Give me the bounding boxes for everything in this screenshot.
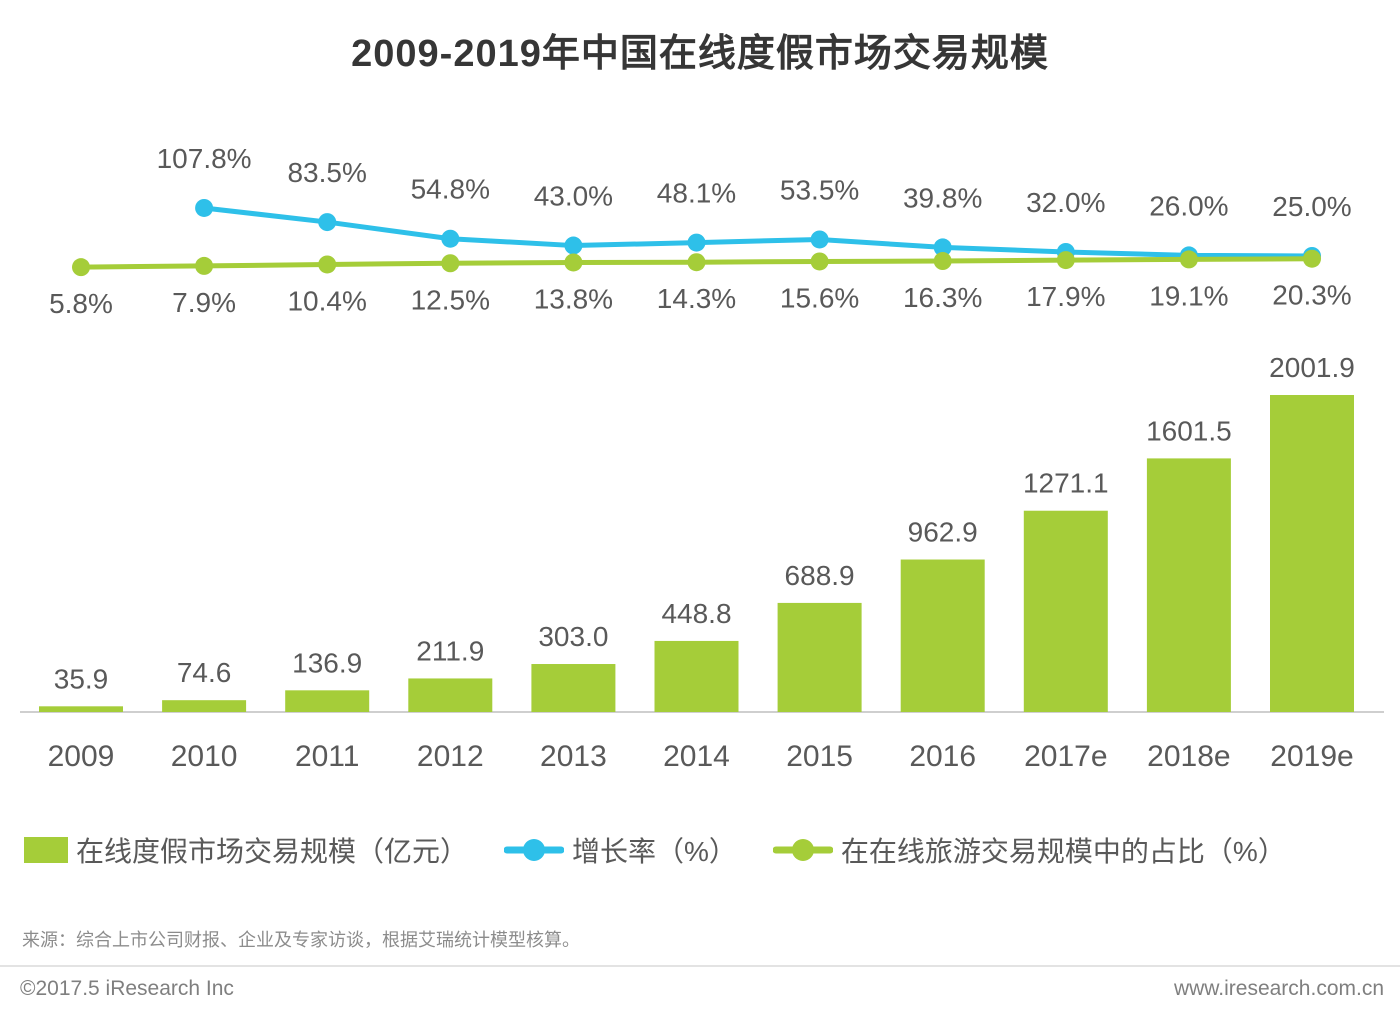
growth-rate-value-label: 43.0% [534,181,613,212]
share-value-label: 20.3% [1272,280,1351,311]
share-point [687,253,706,272]
x-axis-label: 2018e [1147,740,1230,773]
x-axis-label: 2016 [909,740,976,773]
growth-rate-line [203,205,1313,259]
x-axis-label: 2012 [417,740,484,773]
growth-rate-point [564,236,583,255]
bar [900,559,985,712]
bar [654,640,739,712]
growth-rate-value-label: 54.8% [411,174,490,205]
share-value-label: 7.9% [172,287,236,318]
share-point [72,258,90,277]
x-axis-label: 2019e [1270,740,1353,773]
x-axis-label: 2013 [540,740,607,773]
chart-legend: 在线度假市场交易规模（亿元） 增长率（%） 在在线旅游交易规模中的占比（%） [24,830,1286,870]
x-axis-label: 2017e [1024,740,1107,773]
share-point [195,256,214,275]
growth-rate-point [318,213,337,232]
growth-rate-value-label: 53.5% [780,174,859,205]
chart-canvas: 35.9 74.6 136.9 211.9 303.0 448.8 688.9 962.9 12… [20,143,1384,773]
bar-value-label: 2001.9 [1269,352,1355,383]
chart-title: 2009-2019年中国在线度假市场交易规模 [351,33,1049,75]
source-note: 来源：综合上市公司财报、企业及专家访谈，根据艾瑞统计模型核算。 [22,930,580,950]
share-value-label: 10.4% [287,285,366,316]
bar [1146,458,1231,712]
bar-swatch-icon [24,837,68,863]
line-dot-swatch-icon [772,837,833,863]
growth-rate-point [687,233,706,252]
share-value-label: 16.3% [903,282,982,313]
bar [39,706,123,712]
bar-value-label: 448.8 [661,598,731,629]
growth-rate-point [195,198,214,217]
share-point [441,254,460,273]
bar [531,664,616,712]
x-axis-label: 2014 [663,740,730,773]
x-axis-label: 2015 [786,740,853,773]
bar-value-label: 35.9 [54,663,109,694]
share-value-label: 5.8% [49,288,113,319]
bar [162,700,247,712]
bar [777,602,862,712]
growth-rate-value-label: 83.5% [287,157,366,188]
legend-item-share-line: 在在线旅游交易规模中的占比（%） [772,830,1286,870]
share-value-label: 12.5% [411,284,490,315]
share-point [810,252,829,271]
growth-rate-point [810,230,829,249]
share-point [933,252,952,271]
bar [408,678,493,712]
growth-rate-point [441,229,460,248]
share-value-label: 19.1% [1149,280,1228,311]
share-value-label: 14.3% [657,283,736,314]
growth-rate-value-label: 107.8% [157,143,252,174]
x-axis-label: 2009 [48,740,115,773]
bar [285,690,370,712]
legend-item-growth-line: 增长率（%） [504,830,737,870]
bar-value-label: 74.6 [177,657,232,688]
x-axis-label: 2010 [171,740,238,773]
share-point [1056,251,1075,270]
line-dot-swatch-icon [504,837,565,863]
x-axis-label: 2011 [295,740,360,773]
footer-divider [0,965,1400,967]
bar [1023,510,1108,712]
bar-value-label: 1601.5 [1146,415,1232,446]
bar-value-label: 962.9 [908,517,978,548]
share-value-label: 15.6% [780,282,859,313]
growth-rate-point [933,238,952,257]
growth-rate-value-label: 25.0% [1272,191,1351,222]
share-point [1179,250,1198,269]
footer-website: www.iresearch.com.cn [1173,977,1384,1000]
share-value-label: 13.8% [534,283,613,314]
bar-value-label: 136.9 [292,647,362,678]
footer-copyright: ©2017.5 iResearch Inc [20,977,234,1000]
footer: ©2017.5 iResearch Inc www.iresearch.com.… [20,977,1384,1001]
bar [1270,395,1354,712]
share-point [564,253,583,272]
share-point [1303,249,1321,268]
legend-label: 在线度假市场交易规模（亿元） [76,836,469,867]
growth-rate-value-label: 48.1% [657,178,736,209]
growth-rate-value-label: 39.8% [903,182,982,213]
legend-label: 在在线旅游交易规模中的占比（%） [840,836,1286,867]
legend-label: 增长率（%） [572,836,737,867]
share-point [318,255,337,274]
bar-value-label: 688.9 [785,560,855,591]
bar-value-label: 1271.1 [1023,468,1109,499]
bar-value-label: 303.0 [538,621,608,652]
share-value-label: 17.9% [1026,281,1105,312]
legend-item-bar-series: 在线度假市场交易规模（亿元） [24,830,468,870]
growth-rate-value-label: 26.0% [1149,190,1228,221]
growth-rate-value-label: 32.0% [1026,187,1105,218]
bar-value-label: 211.9 [416,635,484,666]
